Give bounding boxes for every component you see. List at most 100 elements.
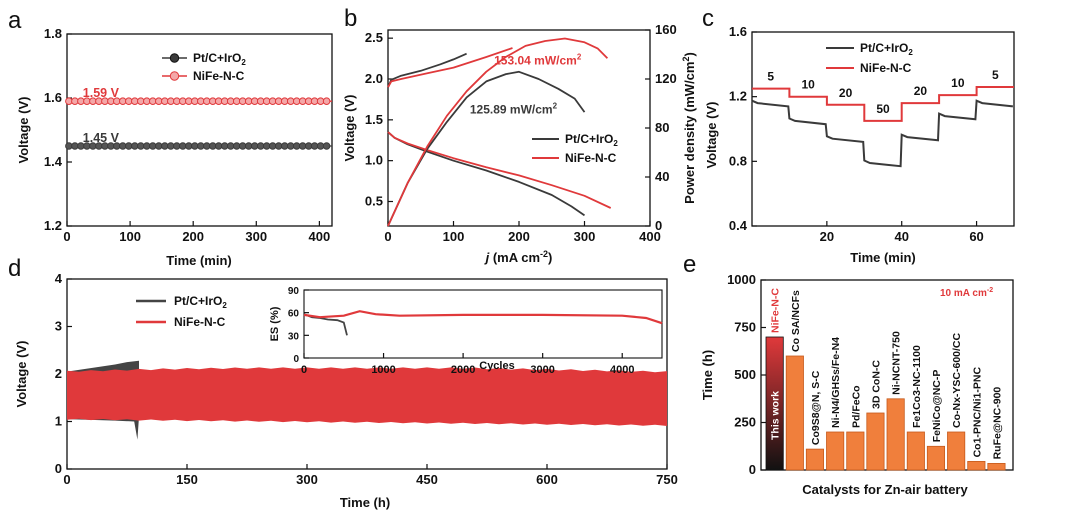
y-tick-label: 0.4: [729, 218, 748, 233]
y-tick-label: 0: [55, 461, 62, 476]
x-tick-label: 600: [536, 472, 558, 487]
x-tick-label: 2000: [451, 364, 475, 376]
x-tick-label: 300: [574, 229, 596, 244]
x-tick-label: 300: [245, 229, 267, 244]
bar-3: [826, 431, 845, 471]
y-tick-label: 4: [55, 271, 63, 286]
legend-c: Pt/C+IrO2 NiFe-N-C: [826, 41, 913, 75]
y-tick-label: 750: [734, 320, 756, 335]
bar-9: [947, 431, 966, 471]
y-tick-label: 0.5: [365, 194, 383, 209]
current-step-label: 10: [801, 78, 815, 92]
bar-label: Ni-N4/GHSs/Fe-N4: [830, 337, 842, 428]
data-point: [322, 97, 331, 105]
d-xlabel: Time (h): [340, 495, 390, 510]
series-line-5: [387, 37, 609, 227]
y-tick-label: 1: [55, 414, 62, 429]
panel-letter-a: a: [8, 7, 22, 34]
y2-tick-label: 120: [655, 71, 677, 86]
panel-a: a 1.2 1.4 1.6 1.8 0 100 200 300 400 1.59 V 1.45…: [8, 7, 333, 268]
panel-letter-b: b: [344, 5, 357, 32]
x-tick-label: 150: [176, 472, 198, 487]
y-tick-label: 1000: [727, 272, 756, 287]
x-tick-label: 0: [301, 364, 307, 376]
legend-a: Pt/C+IrO2 NiFe-N-C: [162, 51, 246, 83]
y-tick-label: 60: [288, 309, 300, 320]
y2-tick-label: 80: [655, 120, 669, 135]
panel-e: e 0 250 500 750 1000 NiFe-N-C Co SA/NCFs Co9S8…: [683, 251, 1014, 497]
y-tick-label: 2.0: [365, 71, 383, 86]
x-tick-label: 3000: [530, 364, 554, 376]
x-tick-label: 0: [384, 229, 391, 244]
b-x-ticks: 0 100 200 300 400: [384, 221, 661, 244]
inset-series-line-0: [303, 313, 348, 336]
c-ylabel: Voltage (V): [704, 102, 719, 169]
current-step-label: 10: [951, 76, 965, 90]
x-tick-label: 200: [182, 229, 204, 244]
y-tick-label: 1.5: [365, 112, 383, 127]
annotation-ptc-peak-power: 125.89 mW/cm2: [470, 101, 558, 116]
legend-b: Pt/C+IrO2 NiFe-N-C: [532, 132, 618, 165]
x-tick-label: 60: [969, 229, 983, 244]
inset-frame: [303, 289, 663, 359]
d-inset: 0 30 60 90 0 1000 2000 3000 4000 Cycles ES (%): [269, 286, 663, 376]
b-y2label: Power density (mW/cm2): [681, 52, 697, 204]
x-tick-label: 450: [416, 472, 438, 487]
current-step-label: 20: [839, 86, 853, 100]
series-line-4: [387, 70, 586, 227]
y-tick-label: 2: [55, 366, 62, 381]
panel-b: b 0.5 1.0 1.5 2.0 2.5 0 40 80 120 160 0 100 200 300…: [342, 5, 697, 265]
legend-label-ptc-d: Pt/C+IrO2: [174, 294, 227, 310]
bar-6: [886, 398, 905, 471]
plot-frame-a: [66, 33, 333, 227]
x-tick-label: 400: [309, 229, 331, 244]
y-tick-label: 0: [293, 354, 299, 365]
inset-y-ticks: 0 30 60 90: [288, 286, 309, 365]
y-tick-label: 2.5: [365, 30, 383, 45]
bar-10: [967, 460, 986, 471]
annotation-1-59v: 1.59 V: [83, 86, 120, 100]
d-series: [67, 360, 667, 440]
e-current-note: 10 mA cm-2: [940, 287, 993, 299]
bar-5: [866, 412, 885, 471]
b-xlabel: j (mA cm-2): [484, 249, 553, 265]
inset-xlabel: Cycles: [479, 360, 514, 372]
a-series: [65, 97, 332, 150]
legend-label-nife-c: NiFe-N-C: [860, 61, 912, 75]
data-point: [322, 142, 331, 150]
c-x-ticks: 20 40 60: [820, 221, 984, 244]
legend-label-ptc: Pt/C+IrO2: [193, 51, 246, 67]
c-series: [751, 86, 1014, 168]
legend-label-nife: NiFe-N-C: [193, 69, 245, 83]
y2-tick-label: 40: [655, 169, 669, 184]
legend-marker-ptc: [169, 53, 180, 63]
b-y-ticks: 0.5 1.0 1.5 2.0 2.5: [365, 30, 393, 209]
bar-1: [785, 355, 804, 471]
legend-label-ptc-b: Pt/C+IrO2: [565, 132, 618, 148]
y-tick-label: 0.8: [729, 153, 747, 168]
bar-label: NiFe-N-C: [770, 288, 782, 333]
legend-label-ptc-c: Pt/C+IrO2: [860, 41, 913, 57]
y-tick-label: 90: [288, 286, 300, 297]
bar-label: Fe1Co3-NC-1100: [911, 345, 923, 428]
e-y-ticks: 0 250 500 750 1000: [727, 272, 766, 477]
x-tick-label: 40: [894, 229, 908, 244]
bar-2: [805, 448, 824, 471]
legend-marker-nife: [169, 71, 180, 81]
current-step-label: 5: [767, 70, 774, 84]
bar-8: [926, 445, 945, 471]
annotation-nife-peak-power: 153.04 mW/cm2: [494, 52, 582, 67]
a-y-ticks: 1.2 1.4 1.6 1.8: [44, 26, 72, 233]
a-ylabel: Voltage (V): [16, 97, 31, 164]
y-tick-label: 1.0: [365, 153, 383, 168]
x-tick-label: 20: [820, 229, 834, 244]
b-ylabel: Voltage (V): [342, 95, 357, 162]
bar-11: [987, 462, 1006, 471]
b-series: [387, 37, 612, 227]
x-tick-label: 400: [639, 229, 661, 244]
current-step-label: 50: [876, 102, 890, 116]
bar-0: [765, 336, 784, 471]
bar-label: Pd/FeCo: [850, 385, 862, 428]
panel-c: c 0.4 0.8 1.2 1.6 20 40 60 5 10 20 50 20 10 5 Pt/C+…: [702, 5, 1015, 265]
